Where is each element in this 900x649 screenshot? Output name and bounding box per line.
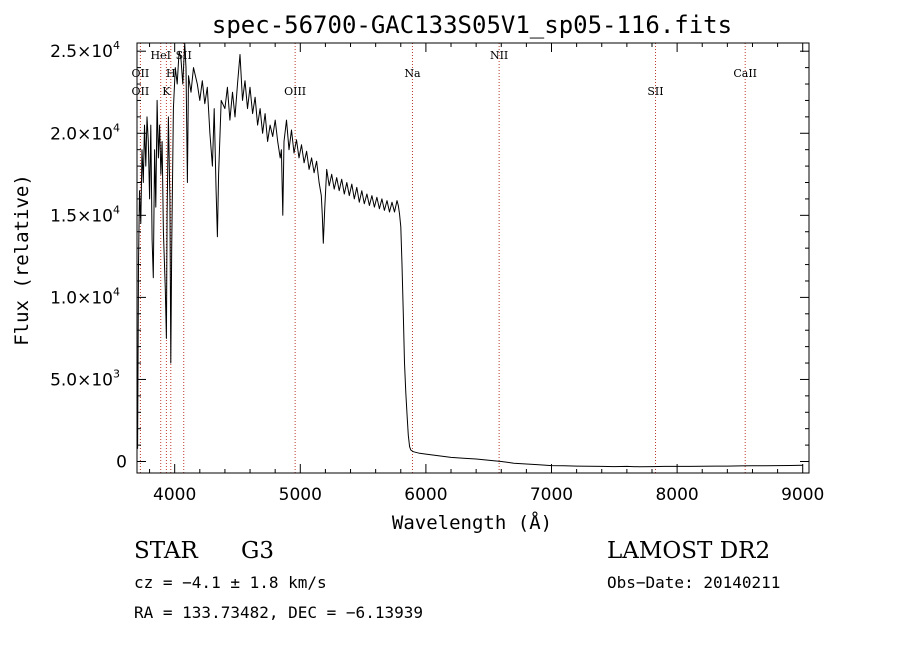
y-tick-label: 2.0×104 (50, 121, 120, 144)
y-tick-exponent: 4 (113, 285, 120, 298)
y-tick-label: 2.5×104 (50, 39, 120, 62)
axes: 4000 5000 6000 7000 8000 900005.0×1031.0×1041… (50, 39, 824, 505)
plot-frame (136, 42, 810, 474)
y-tick-mantissa: 2.5×10 (50, 42, 113, 62)
y-tick-mantissa: 0 (116, 453, 127, 473)
y-tick-exponent: 3 (113, 367, 120, 380)
x-axis-label: Wavelength (Å) (392, 511, 552, 534)
spectrum-series (136, 42, 803, 468)
coordinates: RA = 133.73482, DEC = −6.13939 (134, 603, 423, 622)
x-tick-label: 5000 (279, 485, 322, 505)
line-label: SII (647, 85, 663, 98)
line-label: SII (176, 49, 192, 62)
y-tick-exponent: 4 (113, 203, 120, 216)
line-label: H (166, 67, 176, 80)
y-tick-label: 1.5×104 (50, 203, 120, 226)
y-tick-exponent: 4 (113, 121, 120, 134)
redshift-value: cz = −4.1 ± 1.8 km/s (134, 573, 327, 592)
line-label: OIII (284, 85, 306, 98)
line-label: HeI (151, 49, 171, 62)
x-tick-label: 4000 (153, 485, 196, 505)
y-tick-mantissa: 2.0×10 (50, 124, 113, 144)
object-subclass: G3 (241, 538, 275, 564)
line-label: K (162, 85, 171, 98)
y-tick-label: 1.0×104 (50, 285, 120, 308)
spectrum-line (136, 42, 803, 468)
chart-title: spec-56700-GAC133S05V1_sp05-116.fits (212, 11, 732, 39)
x-tick-label: 8000 (655, 485, 698, 505)
x-tick-label: 9000 (781, 485, 824, 505)
y-tick-mantissa: 1.5×10 (50, 206, 113, 226)
observation-date: Obs−Date: 20140211 (607, 573, 781, 592)
y-tick-label: 5.0×103 (50, 367, 120, 390)
line-label: NII (490, 49, 508, 62)
line-label: Na (404, 67, 421, 80)
line-label: CaII (733, 67, 757, 80)
y-tick-label: 0 (116, 453, 127, 473)
y-axis-label: Flux (relative) (11, 174, 33, 346)
x-tick-label: 6000 (404, 485, 447, 505)
object-class: STAR (134, 538, 198, 564)
y-tick-mantissa: 5.0×10 (50, 370, 113, 390)
y-tick-exponent: 4 (113, 39, 120, 52)
x-tick-label: 7000 (530, 485, 573, 505)
spectrum-chart: spec-56700-GAC133S05V1_sp05-116.fits 400… (11, 11, 824, 534)
survey-name: LAMOST DR2 (607, 538, 771, 564)
line-label: OII (132, 67, 150, 80)
y-tick-mantissa: 1.0×10 (50, 288, 113, 308)
line-label: OII (132, 85, 150, 98)
